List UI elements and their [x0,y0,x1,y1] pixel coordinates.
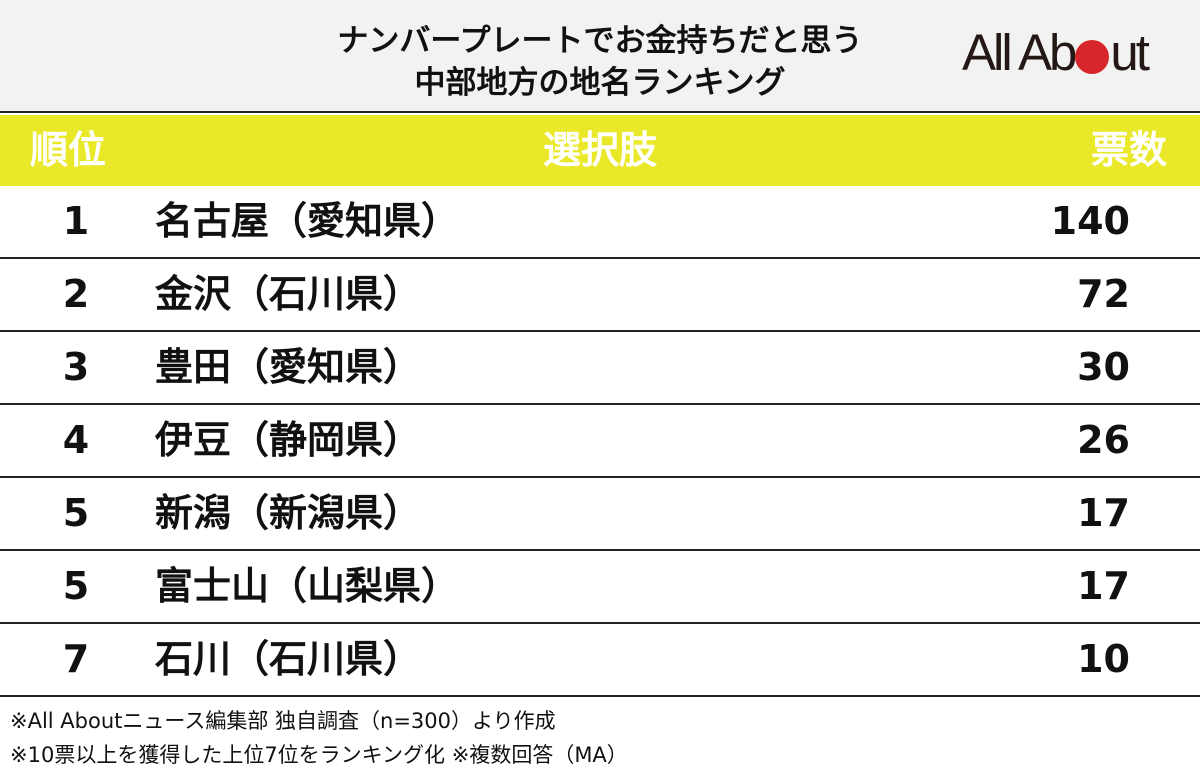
table-header: 選択肢 順位 票数 [0,115,1200,186]
votes-cell: 17 [1077,564,1130,608]
title-line-1: ナンバープレートでお金持ちだと思う [337,23,863,59]
table-row: 1 名古屋（愛知県） 140 [0,186,1200,259]
choice-cell: 伊豆（静岡県） [155,418,422,462]
ranking-table-body: 1 名古屋（愛知県） 140 2 金沢（石川県） 72 3 豊田（愛知県） 30… [0,186,1200,697]
table-row: 3 豊田（愛知県） 30 [0,332,1200,405]
allabout-logo: All Ab ut [962,24,1150,81]
column-header-rank: 順位 [30,128,107,172]
choice-cell: 金沢（石川県） [155,272,422,316]
footnote-source: ※All Aboutニュース編集部 独自調査（n=300）より作成 [10,709,556,733]
choice-cell: 豊田（愛知県） [155,345,422,389]
logo-red-dot-icon [1075,40,1110,74]
table-row: 5 富士山（山梨県） 17 [0,551,1200,624]
column-header-choice: 選択肢 [542,128,657,172]
choice-cell: 富士山（山梨県） [155,564,460,608]
footnote-method: ※10票以上を獲得した上位7位をランキング化 ※複数回答（MA） [10,743,628,767]
title-line-2: 中部地方の地名ランキング [414,65,786,101]
rank-cell: 7 [62,637,90,681]
choice-cell: 石川（石川県） [155,637,422,681]
table-row: 7 石川（石川県） 10 [0,624,1200,697]
votes-cell: 17 [1077,491,1130,535]
table-row: 4 伊豆（静岡県） 26 [0,405,1200,478]
rank-cell: 4 [62,418,90,462]
rank-cell: 3 [62,345,90,389]
ranking-title: ナンバープレートでお金持ちだと思う 中部地方の地名ランキング [250,20,950,104]
rank-cell: 5 [62,491,90,535]
column-header-votes: 票数 [1090,128,1167,172]
table-row: 2 金沢（石川県） 72 [0,259,1200,332]
logo-text-start: All Ab [962,24,1077,81]
votes-cell: 140 [1050,199,1130,243]
rank-cell: 2 [62,272,90,316]
table-row: 5 新潟（新潟県） 17 [0,478,1200,551]
rank-cell: 1 [62,199,90,243]
votes-cell: 26 [1077,418,1130,462]
footnotes: ※All Aboutニュース編集部 独自調査（n=300）より作成 ※10票以上… [10,704,628,772]
votes-cell: 10 [1077,637,1130,681]
rank-cell: 5 [62,564,90,608]
logo-text-end: ut [1110,24,1150,81]
choice-cell: 新潟（新潟県） [155,491,422,535]
title-area: ナンバープレートでお金持ちだと思う 中部地方の地名ランキング All Ab ut [0,0,1200,113]
choice-cell: 名古屋（愛知県） [155,199,460,243]
votes-cell: 72 [1077,272,1130,316]
votes-cell: 30 [1077,345,1130,389]
